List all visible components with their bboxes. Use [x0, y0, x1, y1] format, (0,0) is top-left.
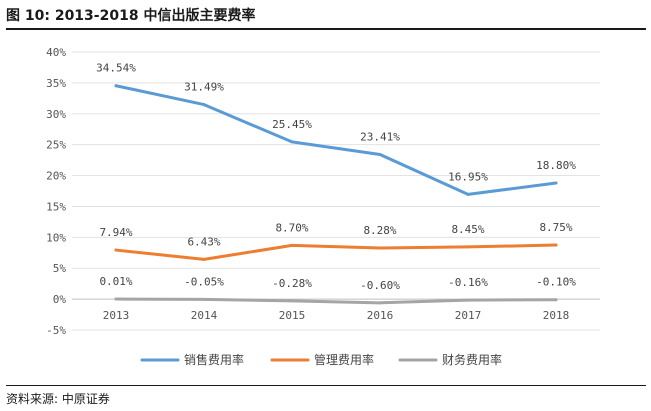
x-tick-label: 2018 [543, 309, 570, 322]
y-tick-label: 25% [46, 139, 66, 152]
x-tick-label: 2014 [191, 309, 218, 322]
data-label: 6.43% [187, 235, 220, 248]
line-chart: 40% 35% 30% 25% 20% 15% 10% 5% 0% -5% 2013 2014 2015… [46, 46, 600, 367]
data-label: 23.41% [360, 130, 400, 143]
data-label: 31.49% [184, 81, 224, 94]
title-rule [6, 28, 646, 30]
y-tick-label: 0% [53, 293, 67, 306]
data-point [202, 257, 206, 261]
data-label: -0.28% [272, 277, 312, 290]
chart-title: 图 10: 2013-2018 中信出版主要费率 [6, 8, 256, 24]
data-label: 8.70% [275, 221, 308, 234]
data-point [202, 297, 206, 301]
data-label: 16.95% [448, 170, 488, 183]
footer-rule [6, 385, 646, 386]
data-label: 8.45% [451, 223, 484, 236]
y-tick-label: 15% [46, 200, 66, 213]
data-point [114, 248, 118, 252]
data-point [378, 301, 382, 305]
data-point [554, 243, 558, 247]
data-label: 0.01% [99, 275, 132, 288]
data-point [202, 103, 206, 107]
data-point [290, 140, 294, 144]
data-point [114, 297, 118, 301]
data-point [378, 152, 382, 156]
data-point [290, 243, 294, 247]
x-tick-label: 2017 [455, 309, 482, 322]
data-point [466, 298, 470, 302]
x-tick-label: 2013 [103, 309, 130, 322]
data-label: -0.05% [184, 275, 224, 288]
y-tick-label: 10% [46, 231, 66, 244]
y-tick-label: 20% [46, 170, 66, 183]
data-label: -0.60% [360, 279, 400, 292]
data-point [554, 298, 558, 302]
y-tick-label: 35% [46, 77, 66, 90]
series-line [114, 297, 558, 305]
data-label: -0.16% [448, 276, 488, 289]
y-tick-label: 30% [46, 108, 66, 121]
data-label: -0.10% [536, 276, 576, 289]
data-point [554, 181, 558, 185]
data-label: 18.80% [536, 159, 576, 172]
legend-label: 管理费用率 [314, 352, 374, 367]
data-label: 34.54% [96, 62, 136, 75]
series-line [114, 243, 558, 261]
y-tick-label: 5% [53, 262, 67, 275]
legend-label: 财务费用率 [442, 352, 502, 367]
data-label: 25.45% [272, 118, 312, 131]
data-point [290, 299, 294, 303]
legend-label: 销售费用率 [184, 352, 244, 367]
data-point [114, 84, 118, 88]
y-tick-label: 40% [46, 46, 66, 59]
data-point [466, 245, 470, 249]
data-label: 8.75% [539, 221, 572, 234]
data-point [466, 192, 470, 196]
data-point [378, 246, 382, 250]
data-label: 8.28% [363, 224, 396, 237]
x-tick-label: 2015 [279, 309, 306, 322]
data-label: 7.94% [99, 226, 132, 239]
source-note: 资料来源: 中原证券 [6, 392, 110, 406]
x-tick-label: 2016 [367, 309, 394, 322]
y-tick-label: -5% [46, 324, 66, 337]
series-line [114, 84, 558, 196]
